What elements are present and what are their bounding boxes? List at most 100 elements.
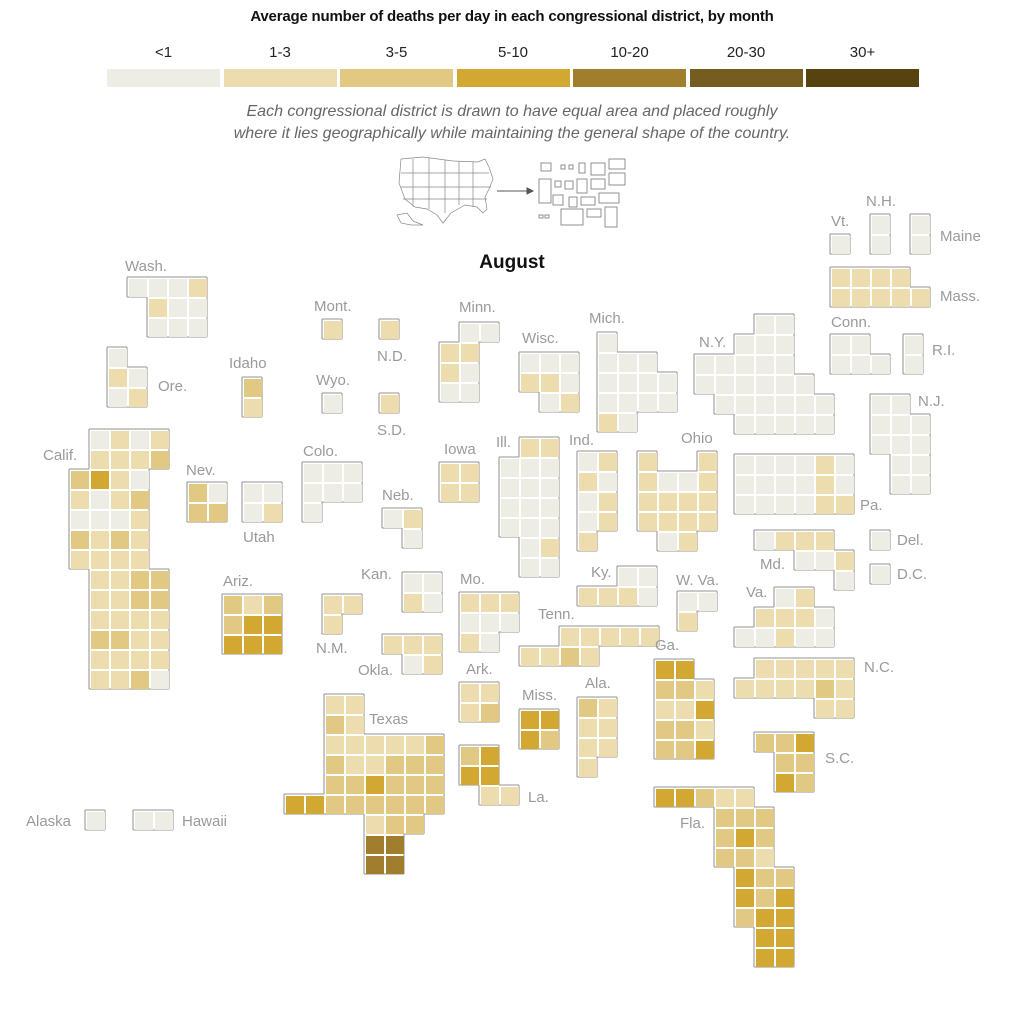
district-cell[interactable] xyxy=(111,471,129,489)
district-cell[interactable] xyxy=(699,493,717,511)
district-cell[interactable] xyxy=(579,719,597,737)
district-cell[interactable] xyxy=(836,496,854,514)
district-cell[interactable] xyxy=(816,396,834,414)
district-cell[interactable] xyxy=(639,374,657,392)
district-cell[interactable] xyxy=(541,459,559,477)
district-cell[interactable] xyxy=(426,736,444,754)
district-cell[interactable] xyxy=(404,594,422,612)
district-cell[interactable] xyxy=(836,476,854,494)
district-cell[interactable] xyxy=(541,354,559,372)
district-cell[interactable] xyxy=(796,376,814,394)
district-cell[interactable] xyxy=(381,321,399,339)
district-cell[interactable] xyxy=(541,519,559,537)
district-cell[interactable] xyxy=(756,532,774,550)
district-cell[interactable] xyxy=(579,759,597,777)
district-cell[interactable] xyxy=(756,889,774,907)
district-cell[interactable] xyxy=(461,747,479,765)
district-cell[interactable] xyxy=(699,513,717,531)
district-cell[interactable] xyxy=(324,395,342,413)
district-cell[interactable] xyxy=(579,513,597,531)
district-cell[interactable] xyxy=(716,809,734,827)
district-cell[interactable] xyxy=(892,269,910,287)
district-cell[interactable] xyxy=(696,356,714,374)
district-cell[interactable] xyxy=(852,269,870,287)
district-cell[interactable] xyxy=(561,394,579,412)
district-cell[interactable] xyxy=(481,594,499,612)
district-cell[interactable] xyxy=(679,493,697,511)
district-cell[interactable] xyxy=(541,499,559,517)
district-cell[interactable] xyxy=(91,611,109,629)
district-cell[interactable] xyxy=(912,456,930,474)
district-cell[interactable] xyxy=(756,829,774,847)
district-cell[interactable] xyxy=(676,701,694,719)
district-cell[interactable] xyxy=(521,374,539,392)
district-cell[interactable] xyxy=(736,376,754,394)
district-cell[interactable] xyxy=(696,789,714,807)
district-cell[interactable] xyxy=(521,519,539,537)
district-cell[interactable] xyxy=(836,660,854,678)
district-cell[interactable] xyxy=(151,431,169,449)
district-cell[interactable] xyxy=(326,796,344,814)
district-cell[interactable] xyxy=(326,716,344,734)
district-cell[interactable] xyxy=(521,648,539,666)
district-cell[interactable] xyxy=(776,416,794,434)
district-cell[interactable] xyxy=(111,511,129,529)
district-cell[interactable] xyxy=(659,473,677,491)
district-cell[interactable] xyxy=(111,551,129,569)
district-cell[interactable] xyxy=(109,389,127,407)
district-cell[interactable] xyxy=(659,394,677,412)
district-cell[interactable] xyxy=(619,374,637,392)
district-cell[interactable] xyxy=(131,451,149,469)
district-cell[interactable] xyxy=(521,499,539,517)
district-cell[interactable] xyxy=(796,552,814,570)
district-cell[interactable] xyxy=(481,747,499,765)
district-cell[interactable] xyxy=(699,593,717,611)
district-cell[interactable] xyxy=(71,491,89,509)
district-cell[interactable] xyxy=(541,539,559,557)
district-cell[interactable] xyxy=(621,628,639,646)
district-cell[interactable] xyxy=(521,479,539,497)
district-cell[interactable] xyxy=(836,572,854,590)
district-cell[interactable] xyxy=(131,471,149,489)
district-cell[interactable] xyxy=(561,628,579,646)
district-cell[interactable] xyxy=(461,484,479,502)
district-cell[interactable] xyxy=(736,869,754,887)
district-cell[interactable] xyxy=(151,651,169,669)
district-cell[interactable] xyxy=(599,739,617,757)
district-cell[interactable] xyxy=(346,776,364,794)
district-cell[interactable] xyxy=(91,551,109,569)
district-cell[interactable] xyxy=(776,476,794,494)
district-cell[interactable] xyxy=(244,596,262,614)
district-cell[interactable] xyxy=(346,736,364,754)
district-cell[interactable] xyxy=(599,394,617,412)
district-cell[interactable] xyxy=(224,596,242,614)
district-cell[interactable] xyxy=(796,396,814,414)
district-cell[interactable] xyxy=(151,631,169,649)
district-cell[interactable] xyxy=(91,451,109,469)
district-cell[interactable] xyxy=(696,741,714,759)
district-cell[interactable] xyxy=(676,721,694,739)
district-cell[interactable] xyxy=(441,464,459,482)
district-cell[interactable] xyxy=(756,849,774,867)
district-cell[interactable] xyxy=(149,279,167,297)
district-cell[interactable] xyxy=(461,364,479,382)
district-cell[interactable] xyxy=(71,551,89,569)
district-cell[interactable] xyxy=(264,596,282,614)
district-cell[interactable] xyxy=(892,416,910,434)
district-cell[interactable] xyxy=(151,451,169,469)
district-cell[interactable] xyxy=(346,696,364,714)
district-cell[interactable] xyxy=(872,289,890,307)
district-cell[interactable] xyxy=(111,671,129,689)
district-cell[interactable] xyxy=(619,414,637,432)
district-cell[interactable] xyxy=(131,511,149,529)
district-cell[interactable] xyxy=(91,531,109,549)
district-cell[interactable] xyxy=(481,787,499,805)
district-cell[interactable] xyxy=(736,476,754,494)
district-cell[interactable] xyxy=(756,416,774,434)
district-cell[interactable] xyxy=(441,364,459,382)
district-cell[interactable] xyxy=(264,504,282,522)
district-cell[interactable] xyxy=(521,354,539,372)
district-cell[interactable] xyxy=(481,614,499,632)
district-cell[interactable] xyxy=(501,594,519,612)
district-cell[interactable] xyxy=(599,354,617,372)
